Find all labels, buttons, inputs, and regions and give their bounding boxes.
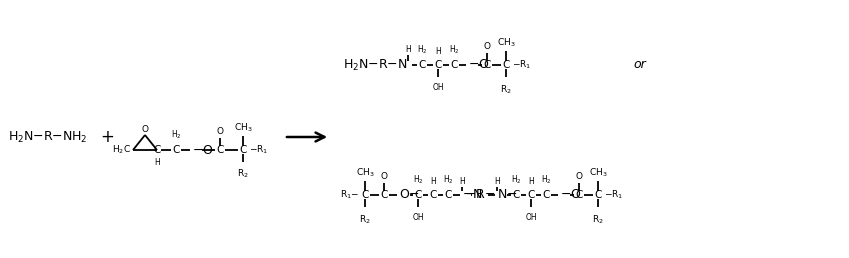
Text: H$_2$: H$_2$ — [417, 44, 427, 56]
Text: H: H — [436, 47, 441, 56]
Text: CH$_3$: CH$_3$ — [588, 166, 607, 179]
Text: H$_2$: H$_2$ — [171, 128, 182, 141]
Text: C: C — [172, 145, 180, 155]
Text: C: C — [594, 190, 602, 200]
Text: N$-$: N$-$ — [497, 189, 518, 201]
Text: $-$R$_1$: $-$R$_1$ — [249, 144, 268, 156]
Text: H: H — [459, 177, 465, 186]
Text: $-$R$-$: $-$R$-$ — [465, 189, 495, 201]
Text: H$_2$N$-$R$-$NH$_2$: H$_2$N$-$R$-$NH$_2$ — [8, 130, 87, 144]
Text: $-$O: $-$O — [468, 59, 490, 71]
Text: H: H — [155, 158, 160, 167]
Text: O: O — [142, 125, 149, 134]
Text: H: H — [494, 177, 500, 186]
Text: $-$O: $-$O — [560, 189, 582, 201]
Text: C: C — [483, 60, 491, 70]
Text: OH: OH — [526, 213, 537, 222]
Text: H$_2$N$-$R$-$N: H$_2$N$-$R$-$N — [343, 58, 408, 72]
Text: H$_2$: H$_2$ — [413, 173, 424, 186]
Text: CH$_3$: CH$_3$ — [497, 36, 515, 49]
Text: H$_2$: H$_2$ — [448, 44, 459, 56]
Text: O: O — [216, 127, 223, 136]
Text: OH: OH — [432, 83, 444, 92]
Text: H$_2$: H$_2$ — [510, 173, 521, 186]
Text: O$-$: O$-$ — [399, 189, 420, 201]
Text: CH$_3$: CH$_3$ — [356, 166, 374, 179]
Text: C: C — [216, 145, 223, 155]
Text: $-$O: $-$O — [192, 143, 214, 157]
Text: C: C — [576, 190, 582, 200]
Text: R$_1$$-$: R$_1$$-$ — [340, 189, 359, 201]
Text: C: C — [380, 190, 388, 200]
Text: C: C — [239, 145, 247, 155]
Text: H$_2$: H$_2$ — [541, 173, 551, 186]
Text: O: O — [483, 42, 491, 51]
Text: C: C — [419, 60, 425, 70]
Text: C: C — [543, 190, 549, 200]
Text: C: C — [362, 190, 368, 200]
Text: C: C — [444, 190, 452, 200]
Text: $-$R$_1$: $-$R$_1$ — [604, 189, 623, 201]
Text: OH: OH — [412, 213, 424, 222]
Text: H: H — [430, 177, 436, 186]
Text: $-$R$_1$: $-$R$_1$ — [512, 59, 531, 71]
Text: C: C — [503, 60, 509, 70]
Text: C: C — [430, 190, 436, 200]
Text: C: C — [527, 190, 535, 200]
Text: O: O — [380, 172, 387, 181]
Text: O: O — [576, 172, 582, 181]
Text: H: H — [528, 177, 534, 186]
Text: C: C — [435, 60, 441, 70]
Text: C: C — [450, 60, 458, 70]
Text: C: C — [414, 190, 422, 200]
Text: R$_2$: R$_2$ — [359, 213, 371, 225]
Text: R$_2$: R$_2$ — [237, 168, 249, 181]
Text: C: C — [154, 145, 160, 155]
Text: H$_2$C: H$_2$C — [112, 144, 131, 156]
Text: or: or — [633, 59, 646, 71]
Text: CH$_3$: CH$_3$ — [233, 122, 252, 134]
Text: +: + — [100, 128, 114, 146]
Text: H: H — [405, 45, 411, 54]
Text: C: C — [512, 190, 520, 200]
Text: $-$N: $-$N — [462, 189, 482, 201]
Text: R$_2$: R$_2$ — [500, 83, 512, 95]
Text: R$_2$: R$_2$ — [592, 213, 604, 225]
Text: H$_2$: H$_2$ — [442, 173, 453, 186]
